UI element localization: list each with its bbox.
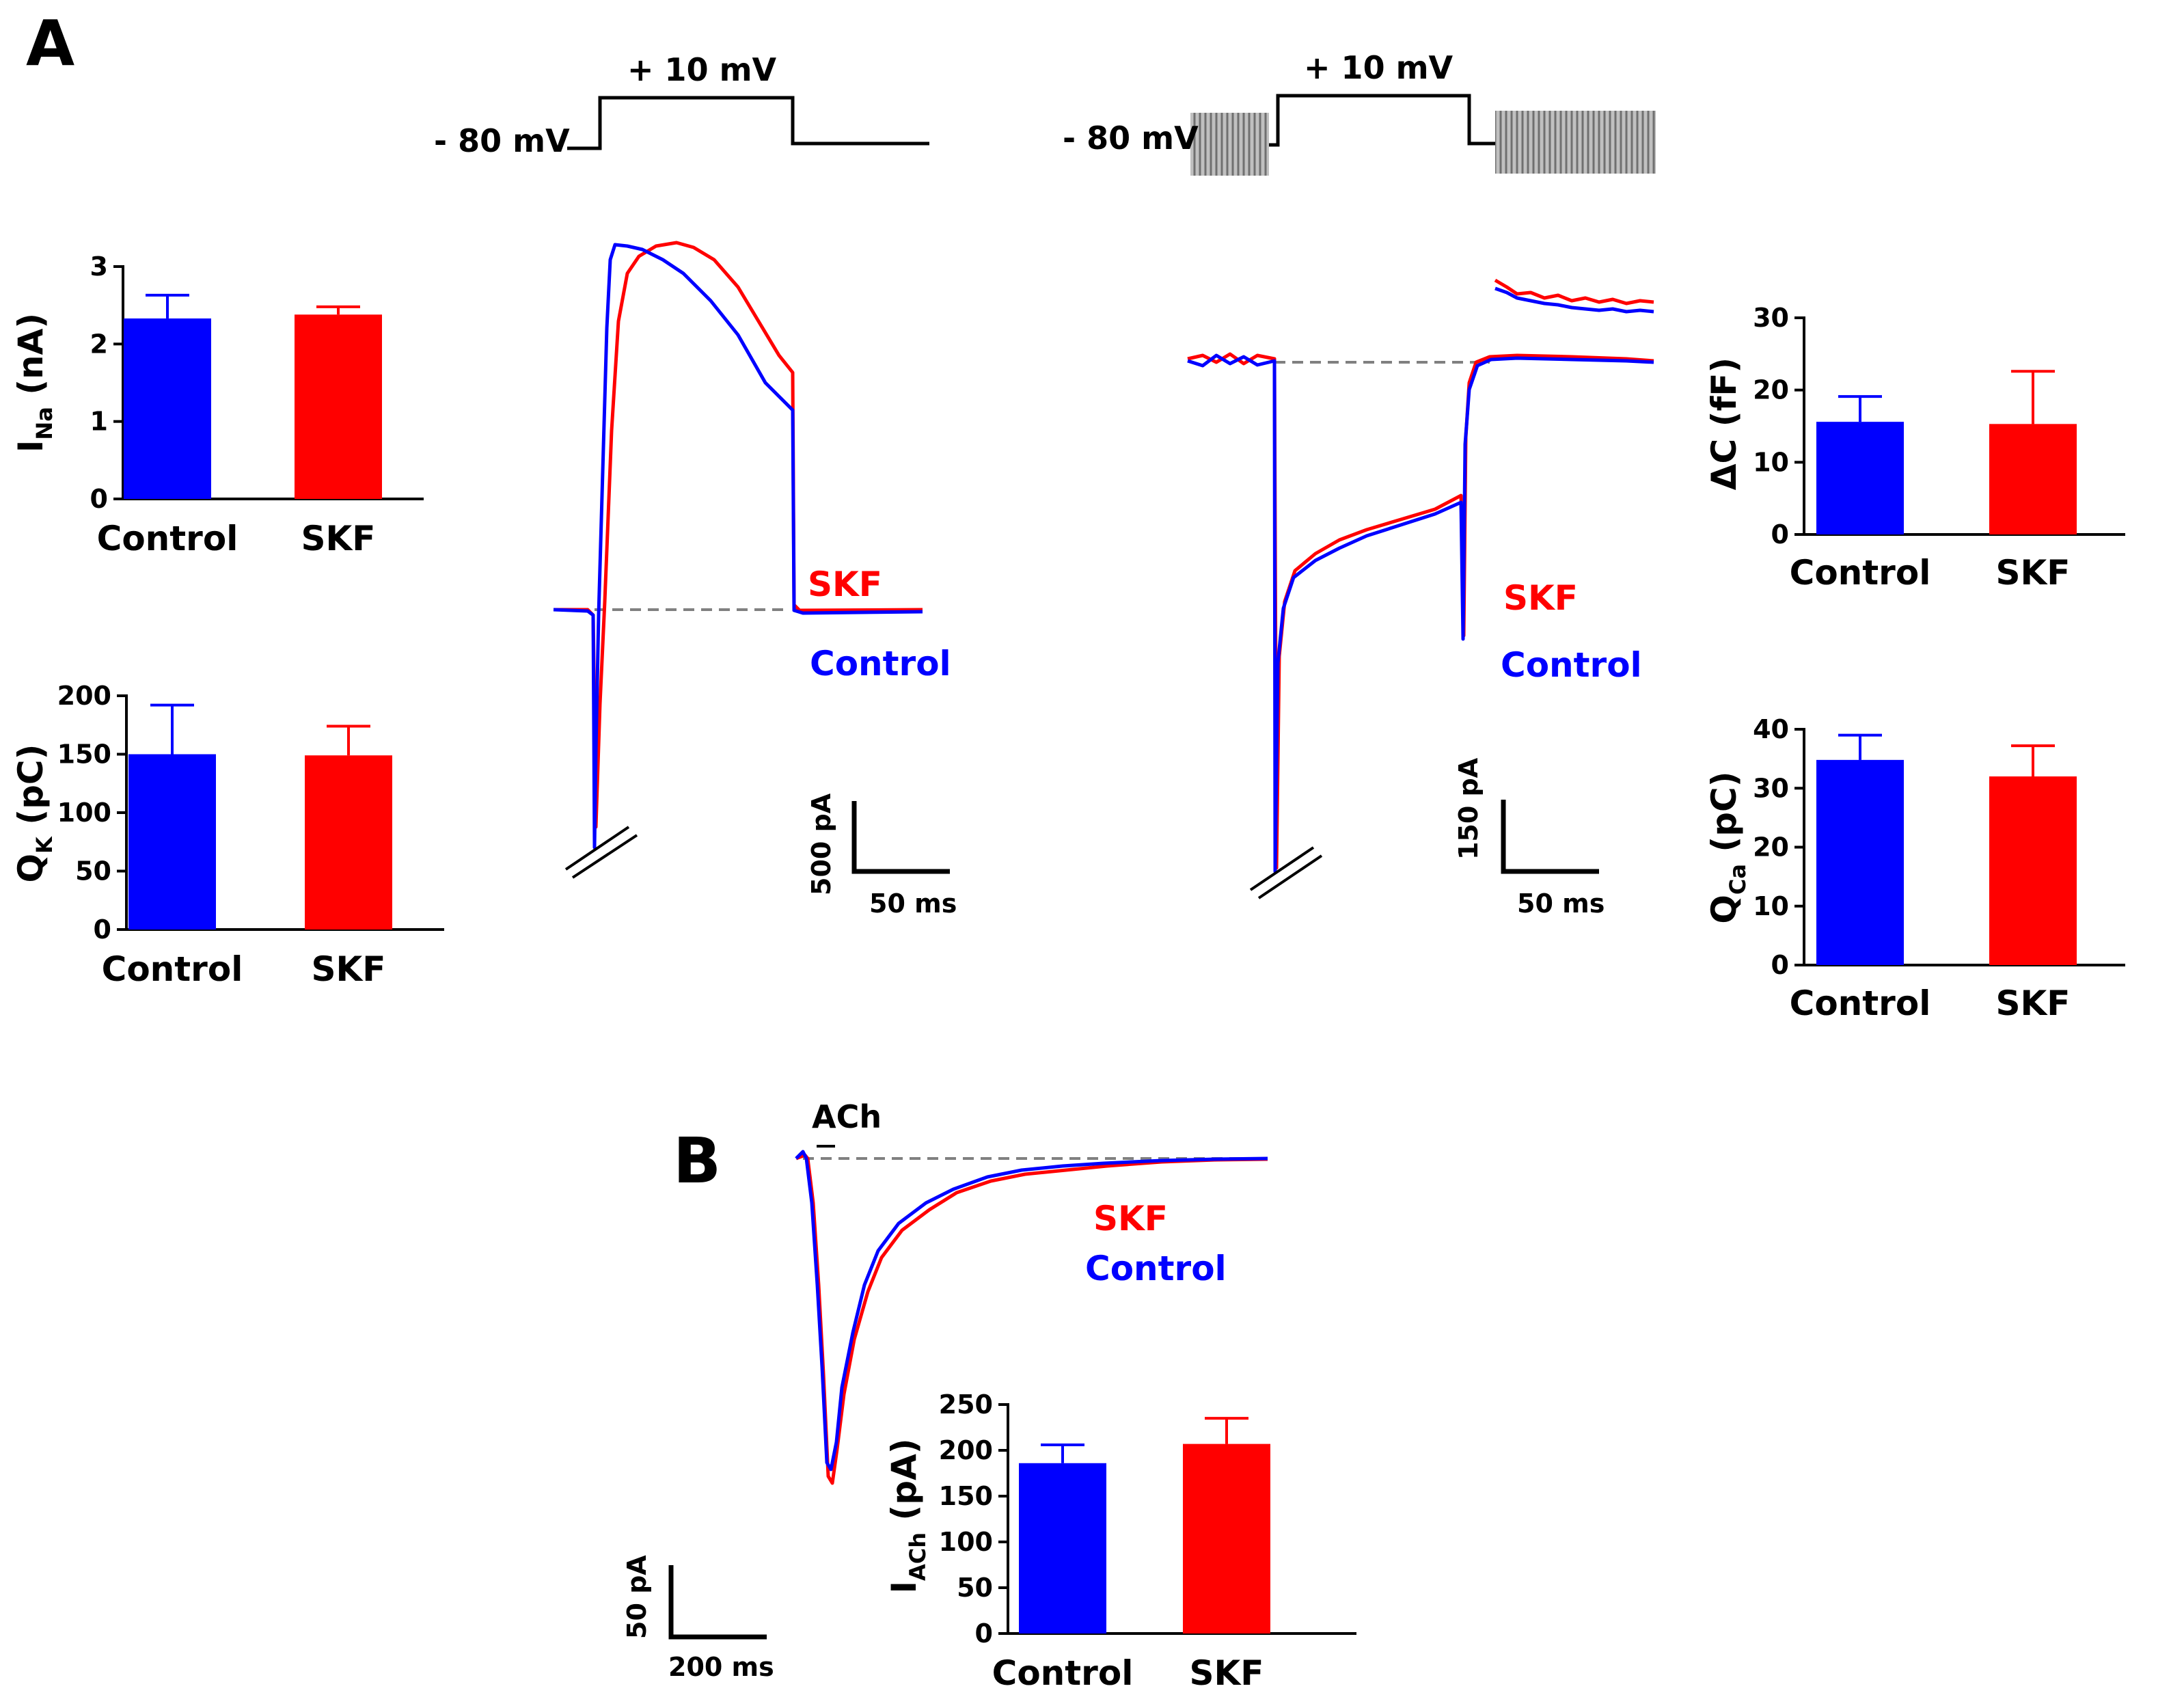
ca-scale-time-label: 50 ms	[1517, 889, 1605, 919]
qca-y-axis-label: QCa (pC)	[1704, 771, 1751, 923]
na-protocol: - 80 mV + 10 mV	[434, 51, 929, 159]
dc-category-label: Control	[1790, 553, 1931, 593]
iach-y-tick-label: 0	[975, 1618, 993, 1649]
ina-category-label: SKF	[301, 519, 376, 558]
ach-scale-bar	[668, 1565, 767, 1640]
ach-skf-label: SKF	[1093, 1199, 1168, 1238]
ach-scale-time-label: 200 ms	[668, 1652, 774, 1682]
ina-y-tick-label: 3	[90, 252, 108, 282]
ina-bar-chart: 0 1 2 3 Control SKF INa (nA)	[11, 252, 424, 558]
ach-trace-skf	[795, 1153, 1268, 1485]
ina-y-tick-label: 1	[90, 407, 108, 437]
ca-protocol-post-sinusoid	[1495, 111, 1656, 174]
qca-category-label: SKF	[1996, 984, 2071, 1023]
ina-bar-skf	[295, 314, 382, 499]
iach-y-tick-label: 150	[939, 1481, 993, 1511]
ach-current-traces: ACh SKF Control 50 pA 200 ms	[622, 1098, 1268, 1682]
na-control-label: Control	[810, 644, 951, 683]
dc-y-tick-label: 10	[1753, 447, 1789, 477]
ca-protocol-holding-label: - 80 mV	[1063, 120, 1199, 157]
na-protocol-holding-label: - 80 mV	[434, 122, 570, 159]
dc-category-label: SKF	[1996, 553, 2071, 593]
ca-protocol-step-label: + 10 mV	[1304, 49, 1453, 86]
dc-y-axis-label: ΔC (fF)	[1704, 357, 1744, 490]
ca-capacitance-trace-skf	[1494, 278, 1654, 306]
na-current-traces: SKF Control 500 pA 50 ms	[553, 241, 957, 919]
qk-bar-skf	[305, 755, 392, 930]
qca-y-tick-label: 0	[1771, 950, 1789, 980]
dc-bar-chart: 0 10 20 30 Control SKF ΔC (fF)	[1704, 303, 2125, 593]
iach-y-tick-label: 250	[939, 1390, 993, 1420]
dc-y-tick-label: 20	[1753, 375, 1789, 405]
iach-bar-control	[1019, 1463, 1106, 1634]
ach-scale-amp-label: 50 pA	[622, 1555, 652, 1639]
iach-bar-chart: 0 50 100 150 200 250 Control SKF IACh (pA)	[884, 1390, 1356, 1693]
qk-category-label: SKF	[312, 949, 386, 989]
qk-y-tick-label: 50	[75, 856, 111, 886]
qk-category-label: Control	[102, 949, 243, 989]
qca-category-label: Control	[1790, 984, 1931, 1023]
qk-bar-chart: 0 50 100 150 200 Control SKF QK (pC)	[11, 681, 444, 989]
iach-y-tick-label: 200	[939, 1435, 993, 1465]
panel-a-letter: A	[26, 7, 74, 80]
na-axis-break-mark-1	[564, 826, 630, 871]
ca-skf-label: SKF	[1503, 578, 1578, 618]
ca-protocol-pre-sinusoid	[1190, 113, 1269, 176]
ca-control-label: Control	[1501, 645, 1642, 685]
na-scale-time-label: 50 ms	[869, 889, 957, 919]
na-trace-control	[553, 243, 923, 850]
ca-axis-break-mark-1	[1249, 846, 1315, 891]
qca-bar-chart: 0 10 20 30 40 Control SKF QCa (pC)	[1704, 714, 2125, 1023]
ina-y-tick-label: 0	[90, 484, 108, 514]
iach-category-label: Control	[992, 1653, 1134, 1693]
na-scale-amp-label: 500 pA	[806, 793, 836, 895]
ca-capacitance-trace-control	[1494, 286, 1654, 314]
ca-protocol: - 80 mV + 10 mV	[1063, 49, 1656, 176]
panel-b-letter: B	[673, 1124, 721, 1197]
ina-y-tick-label: 2	[90, 329, 108, 359]
ina-y-axis-label: INa (nA)	[11, 313, 57, 452]
qk-y-tick-label: 150	[57, 740, 111, 770]
iach-bar-skf	[1183, 1443, 1270, 1634]
na-trace-skf	[554, 241, 923, 829]
ach-control-label: Control	[1085, 1249, 1227, 1288]
ach-stim-label: ACh	[812, 1098, 882, 1135]
iach-category-label: SKF	[1190, 1653, 1264, 1693]
qk-y-tick-label: 0	[94, 914, 111, 945]
qk-y-tick-label: 200	[57, 681, 111, 711]
qca-y-tick-label: 20	[1753, 832, 1789, 863]
dc-y-tick-label: 0	[1771, 519, 1789, 550]
qca-y-tick-label: 10	[1753, 891, 1789, 921]
na-scale-bar	[851, 801, 950, 874]
ach-trace-control	[795, 1150, 1268, 1472]
iach-y-tick-label: 50	[957, 1573, 993, 1603]
qca-y-tick-label: 30	[1753, 773, 1789, 803]
dc-bar-skf	[1989, 424, 2077, 534]
iach-y-axis-label: IACh (pA)	[884, 1438, 931, 1593]
ina-bar-control	[124, 318, 211, 499]
na-skf-label: SKF	[808, 565, 882, 604]
na-protocol-step-label: + 10 mV	[627, 51, 777, 88]
ca-current-traces: SKF Control 150 pA 50 ms	[1187, 278, 1654, 919]
ca-scale-bar	[1501, 800, 1599, 874]
iach-y-tick-label: 100	[939, 1527, 993, 1557]
qca-y-tick-label: 40	[1753, 714, 1789, 744]
ca-trace-control	[1187, 353, 1654, 873]
qca-bar-skf	[1989, 776, 2077, 965]
na-axis-break-mark-2	[571, 834, 638, 879]
qk-bar-control	[128, 754, 216, 930]
ca-axis-break-mark-2	[1257, 854, 1323, 899]
qk-y-axis-label: QK (pC)	[11, 744, 57, 883]
dc-y-tick-label: 30	[1753, 303, 1789, 333]
ca-trace-skf	[1187, 352, 1654, 870]
ca-scale-amp-label: 150 pA	[1453, 757, 1484, 860]
qk-y-tick-label: 100	[57, 798, 111, 828]
qca-bar-control	[1816, 759, 1904, 965]
dc-bar-control	[1816, 422, 1904, 534]
ina-category-label: Control	[97, 519, 238, 558]
